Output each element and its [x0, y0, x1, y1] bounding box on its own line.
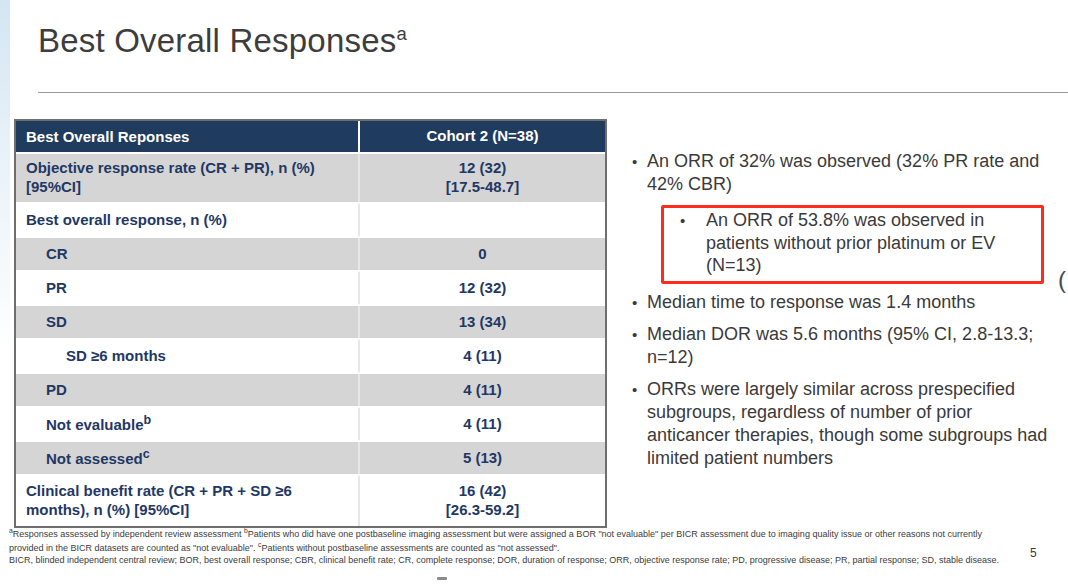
table-header-cohort: Cohort 2 (N=38) — [360, 127, 605, 146]
best-overall-responses-table: Best Overall Reponses Cohort 2 (N=38) Ob… — [14, 119, 607, 528]
table-row: Best overall response, n (%) — [16, 202, 605, 236]
row-label: Clinical benefit rate (CR + PR + SD ≥6 m… — [16, 476, 360, 526]
row-value: 0 — [360, 245, 605, 264]
table-row: PR 12 (32) — [16, 270, 605, 304]
row-value: 12 (32) — [360, 279, 605, 298]
table-row: PD 4 (11) — [16, 372, 605, 406]
row-label-superscript: c — [143, 447, 150, 461]
table-header-row: Best Overall Reponses Cohort 2 (N=38) — [16, 121, 605, 152]
bullet-icon: • — [632, 150, 647, 196]
bullet-time-to-response: • Median time to response was 1.4 months — [630, 291, 1048, 314]
row-label: SD — [16, 306, 360, 338]
cropped-edge-glyph: ( — [1058, 266, 1068, 296]
table-row: Clinical benefit rate (CR + PR + SD ≥6 m… — [16, 474, 605, 526]
row-label: Not evaluableb — [16, 408, 360, 440]
row-value: 4 (11) — [360, 415, 605, 434]
row-label: Objective response rate (CR + PR), n (%)… — [16, 154, 360, 202]
footnote-abbreviations: BICR, blinded independent central review… — [9, 555, 1017, 567]
row-label: Best overall response, n (%) — [16, 204, 360, 236]
bullet-icon: • — [632, 291, 647, 314]
row-label-superscript: b — [144, 413, 152, 427]
table-row: Not evaluableb 4 (11) — [16, 406, 605, 440]
table-header-label: Best Overall Reponses — [16, 121, 360, 152]
row-label: PR — [16, 272, 360, 304]
left-gradient-strip — [0, 0, 10, 586]
page-title: Best Overall Responsesa — [38, 22, 407, 60]
bullet-orr: • An ORR of 32% was observed (32% PR rat… — [630, 150, 1048, 196]
bullet-icon: • — [632, 323, 647, 369]
footnotes: aResponses assessed by independent revie… — [9, 527, 1017, 567]
table-row: SD 13 (34) — [16, 304, 605, 338]
row-label: PD — [16, 374, 360, 406]
row-value: 4 (11) — [360, 381, 605, 400]
table-row: Objective response rate (CR + PR), n (%)… — [16, 152, 605, 202]
page-number: 5 — [1030, 546, 1037, 560]
bullet-subgroups: • ORRs were largely similar across presp… — [630, 378, 1048, 469]
page-title-text: Best Overall Responses — [38, 22, 396, 59]
title-divider — [38, 92, 1068, 93]
table-row: SD ≥6 months 4 (11) — [16, 338, 605, 372]
row-label: CR — [16, 238, 360, 270]
row-value: 13 (34) — [360, 313, 605, 332]
row-value: 5 (13) — [360, 449, 605, 468]
row-value: 16 (42) [26.3-59.2] — [360, 482, 605, 520]
footnote-definitions: aResponses assessed by independent revie… — [9, 527, 1017, 555]
bullet-icon: • — [680, 209, 706, 278]
row-label: Not assessedc — [16, 442, 360, 474]
summary-bullets: • An ORR of 32% was observed (32% PR rat… — [630, 150, 1048, 478]
cropped-bottom-artifact — [437, 577, 447, 580]
row-value: 4 (11) — [360, 347, 605, 366]
table-row: Not assessedc 5 (13) — [16, 440, 605, 474]
highlight-box: • An ORR of 53.8% was observed in patien… — [661, 205, 1044, 285]
row-label: SD ≥6 months — [16, 340, 360, 372]
bullet-icon: • — [632, 378, 647, 469]
bullet-orr-subgroup: • An ORR of 53.8% was observed in patien… — [668, 209, 1035, 278]
row-value: 12 (32) [17.5-48.7] — [360, 159, 605, 197]
bullet-dor: • Median DOR was 5.6 months (95% CI, 2.8… — [630, 323, 1048, 369]
page-title-superscript: a — [396, 23, 406, 44]
table-row: CR 0 — [16, 236, 605, 270]
